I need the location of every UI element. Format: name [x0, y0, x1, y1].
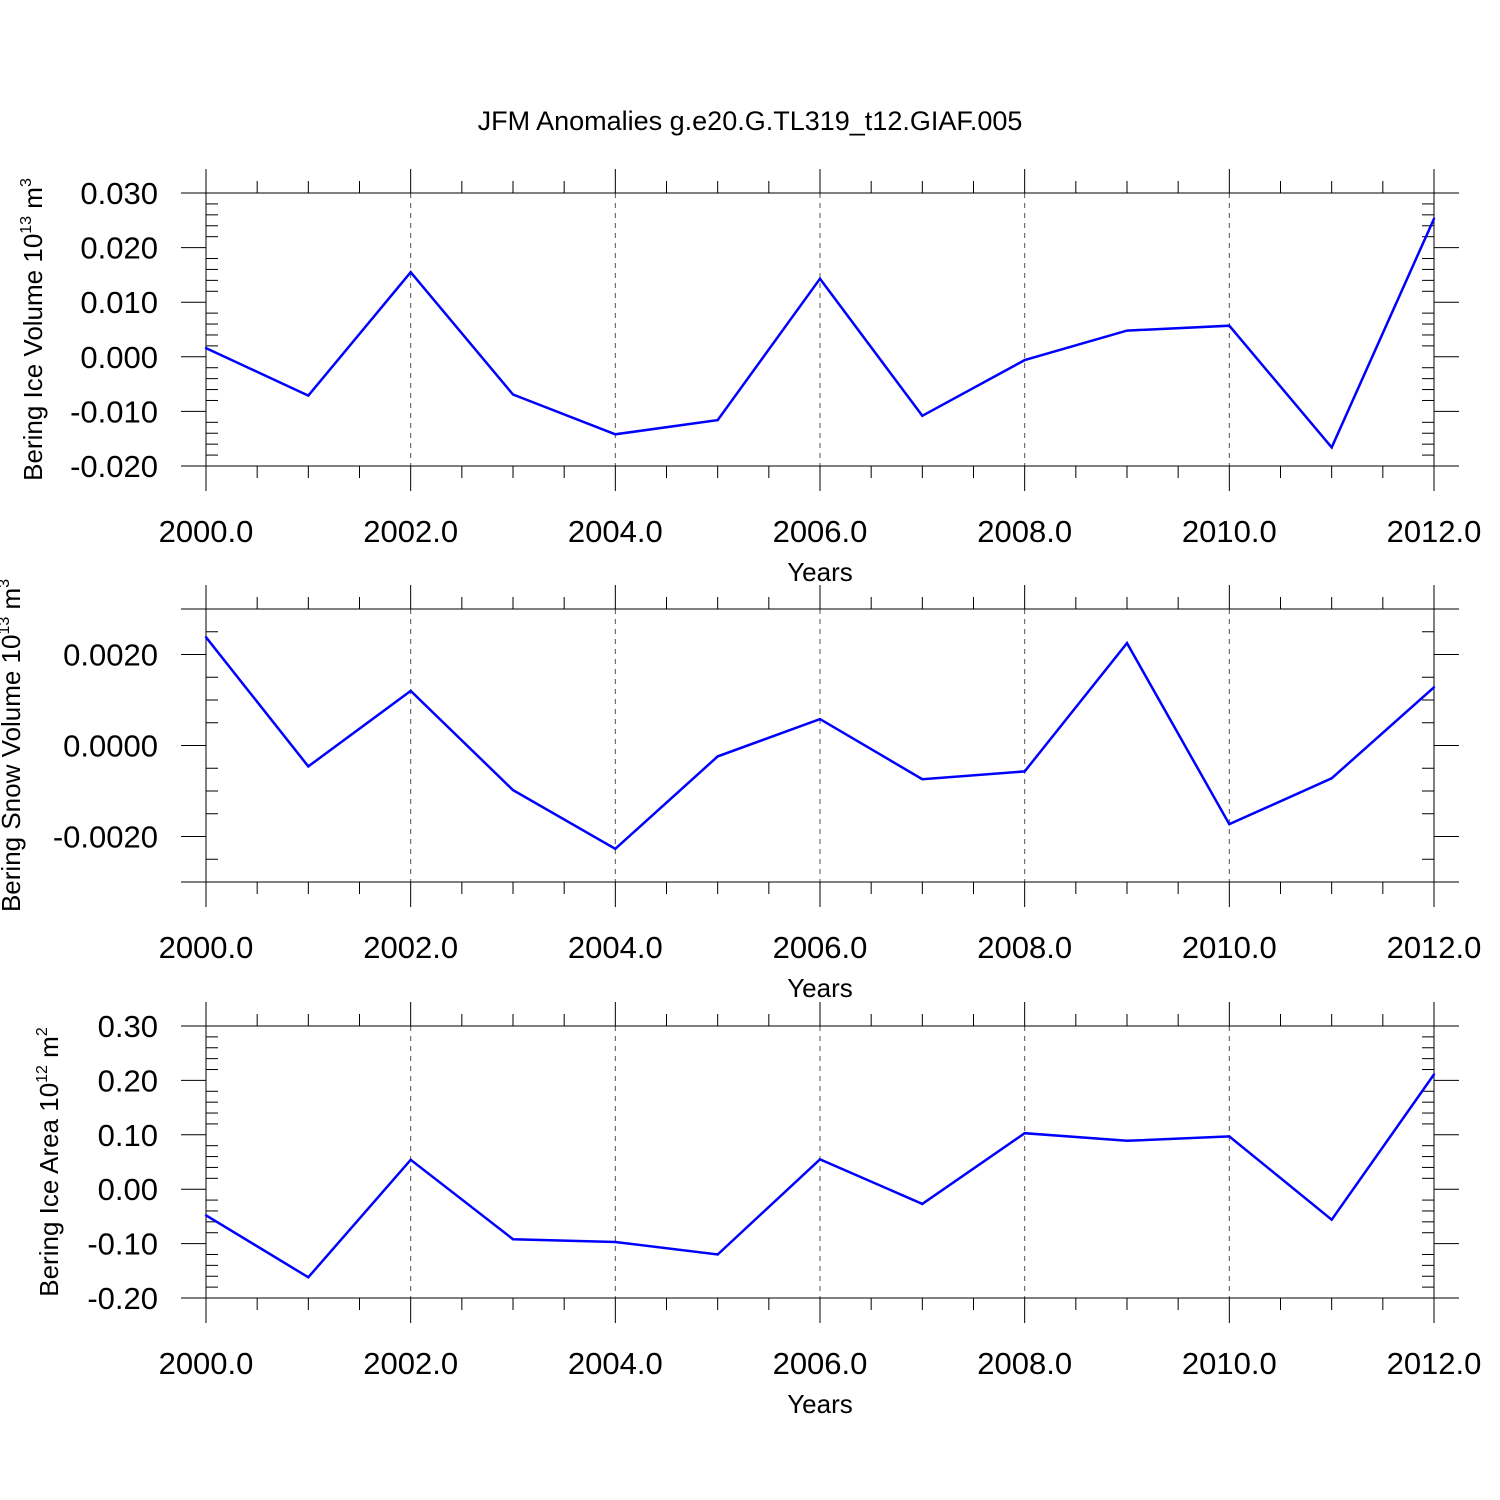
panel-2-data-point	[409, 689, 412, 693]
panel-3-data-point	[716, 1253, 719, 1256]
panel-2-data-point	[1023, 770, 1026, 773]
panel-3-y-tick-label: 0.20	[98, 1063, 158, 1098]
panel-3-y-label-part: m	[34, 1036, 64, 1065]
panel-3-data-point	[1125, 1139, 1129, 1142]
panel-3-data-point	[921, 1202, 924, 1206]
panel-2-y-label-superscript: 3	[0, 579, 13, 588]
panel-2-x-tick-label: 2012.0	[1387, 930, 1482, 965]
panel-1-data-point	[511, 393, 515, 396]
panel-1-x-tick-label: 2006.0	[773, 514, 868, 549]
panel-1-y-tick-label: 0.010	[80, 285, 158, 320]
panel-2-x-tick-label: 2006.0	[773, 930, 868, 965]
panel-3-data-point	[307, 1276, 310, 1279]
panel-3-x-tick-label: 2006.0	[773, 1346, 868, 1381]
panel-1-data-point	[614, 433, 617, 436]
panel-3: -0.20 -0.10 0.00 0.10 0.20 0.30 2000.0 2002.0 20…	[34, 1002, 1481, 1419]
panel-1-x-tick-label: 2002.0	[363, 514, 458, 549]
panel-1-data-point	[307, 394, 310, 397]
panel-2-y-label-part: Bering Snow Volume 10	[0, 635, 26, 913]
panel-3-data-point	[511, 1238, 515, 1241]
panel-1-data-point	[921, 414, 924, 417]
panel-2-x-tick-label: 2010.0	[1182, 930, 1277, 965]
panel-2-data-point	[921, 777, 924, 781]
panel-3-data-point	[1432, 1073, 1436, 1076]
panel-2-data-point	[307, 765, 310, 768]
panel-1-data-point	[1228, 324, 1231, 327]
panel-1-x-tick-label: 2000.0	[159, 514, 254, 549]
panel-2-y-tick-label: -0.0020	[53, 820, 158, 855]
panel-3-x-tick-label: 2012.0	[1387, 1346, 1482, 1381]
panel-1-x-tick-label: 2008.0	[977, 514, 1072, 549]
panel-3-y-label-superscript: 12	[34, 1065, 51, 1083]
panel-2-data-point	[1125, 641, 1129, 645]
panel-3-y-label-superscript: 2	[34, 1027, 51, 1036]
panel-1-x-axis-label: Years	[787, 557, 853, 587]
panel-3-y-label-part: Bering Ice Area 10	[34, 1083, 64, 1297]
panel-2-data-point	[818, 717, 822, 721]
panel-1-y-tick-label: 0.030	[80, 176, 158, 211]
panel-1-y-tick-label: 0.020	[80, 231, 158, 266]
panel-3-data-point	[204, 1214, 208, 1217]
panel-2-data-point	[614, 847, 617, 850]
panel-1: -0.020 -0.010 0.000 0.010 0.020 0.030 2000.0 20…	[18, 169, 1481, 587]
panel-2-data-point	[204, 636, 208, 639]
panel-2-x-tick-label: 2000.0	[159, 930, 254, 965]
panel-2-data-point	[1228, 823, 1231, 826]
panel-3-y-tick-label: 0.30	[98, 1009, 158, 1044]
figure-title: JFM Anomalies g.e20.G.TL319_t12.GIAF.005	[478, 106, 1023, 136]
panel-1-y-label-superscript: 3	[18, 178, 35, 187]
panel-3-y-tick-label: -0.10	[87, 1227, 158, 1262]
panel-1-y-tick-label: 0.000	[80, 340, 158, 375]
panel-3-x-tick-label: 2002.0	[363, 1346, 458, 1381]
panel-3-data-point	[409, 1158, 412, 1162]
panel-1-y-label-superscript: 13	[18, 216, 35, 234]
panel-1-data-point	[409, 270, 412, 274]
panel-2-x-tick-label: 2008.0	[977, 930, 1072, 965]
panel-2-y-label-superscript: 13	[0, 617, 13, 635]
panel-1-data-point	[716, 418, 719, 422]
panel-2: -0.0020 0.0000 0.0020 2000.0 2002.0 2004.0 200…	[0, 579, 1481, 1003]
panel-1-data-point	[1023, 358, 1026, 362]
panel-3-x-tick-label: 2010.0	[1182, 1346, 1277, 1381]
panel-1-data-point	[204, 346, 208, 350]
panel-1-data-point	[1330, 446, 1333, 449]
panel-3-x-tick-label: 2000.0	[159, 1346, 254, 1381]
panel-3-data-point	[1023, 1131, 1026, 1135]
panel-2-y-tick-label: 0.0000	[63, 729, 158, 764]
panel-3-x-tick-label: 2008.0	[977, 1346, 1072, 1381]
panel-3-y-axis-label: Bering Ice Area 1012 m2	[34, 1027, 64, 1297]
panel-2-x-tick-label: 2004.0	[568, 930, 663, 965]
panel-1-data-point	[1432, 217, 1436, 220]
panel-2-data-point	[511, 788, 515, 792]
panel-3-x-axis-label: Years	[787, 1389, 853, 1419]
panel-3-data-point	[1330, 1218, 1333, 1221]
panel-1-x-tick-label: 2010.0	[1182, 514, 1277, 549]
panel-1-data-point	[818, 277, 822, 280]
panel-1-y-tick-label: -0.020	[70, 449, 158, 484]
panel-1-y-tick-label: -0.010	[70, 394, 158, 429]
panel-3-data-point	[1228, 1135, 1231, 1138]
panel-1-y-label-part: Bering Ice Volume 10	[18, 234, 48, 481]
panel-2-y-axis-label: Bering Snow Volume 1013 m3	[0, 579, 26, 912]
panel-2-y-label-part: m	[0, 588, 26, 617]
panel-2-data-point	[716, 755, 719, 758]
panel-2-x-tick-label: 2002.0	[363, 930, 458, 965]
panel-1-data-point	[1125, 329, 1129, 332]
panel-3-y-tick-label: 0.00	[98, 1172, 158, 1207]
panel-2-x-axis-label: Years	[787, 973, 853, 1003]
panel-1-y-axis-label: Bering Ice Volume 1013 m3	[18, 178, 48, 481]
panel-3-y-tick-label: -0.20	[87, 1281, 158, 1316]
panel-1-x-tick-label: 2012.0	[1387, 514, 1482, 549]
panel-3-x-tick-label: 2004.0	[568, 1346, 663, 1381]
panel-3-data-point	[818, 1158, 822, 1161]
panel-1-x-tick-label: 2004.0	[568, 514, 663, 549]
panel-3-data-point	[614, 1240, 617, 1244]
panel-2-data-point	[1330, 777, 1333, 780]
panel-2-data-point	[1432, 686, 1436, 689]
panel-2-y-tick-label: 0.0020	[63, 638, 158, 673]
panel-3-y-tick-label: 0.10	[98, 1118, 158, 1153]
panel-1-y-label-part: m	[18, 187, 48, 216]
